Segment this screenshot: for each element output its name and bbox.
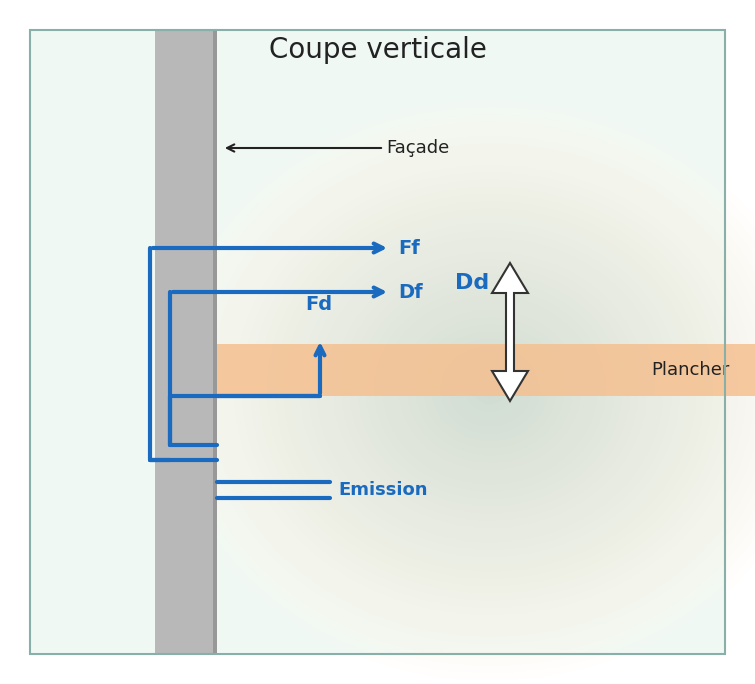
Ellipse shape bbox=[358, 274, 622, 506]
Text: Df: Df bbox=[398, 282, 423, 302]
Ellipse shape bbox=[267, 194, 713, 586]
Ellipse shape bbox=[292, 216, 688, 564]
Text: Fd: Fd bbox=[305, 295, 332, 314]
Ellipse shape bbox=[251, 180, 729, 601]
Ellipse shape bbox=[168, 107, 755, 673]
Ellipse shape bbox=[482, 383, 498, 397]
Ellipse shape bbox=[226, 158, 754, 622]
Ellipse shape bbox=[408, 317, 572, 462]
Ellipse shape bbox=[416, 325, 564, 456]
Ellipse shape bbox=[350, 267, 630, 513]
Text: Dd: Dd bbox=[455, 273, 489, 293]
Ellipse shape bbox=[185, 122, 755, 658]
Ellipse shape bbox=[383, 295, 597, 484]
Ellipse shape bbox=[259, 187, 721, 593]
Ellipse shape bbox=[374, 289, 606, 492]
Ellipse shape bbox=[284, 209, 696, 571]
Ellipse shape bbox=[457, 361, 523, 419]
Ellipse shape bbox=[473, 376, 507, 404]
Ellipse shape bbox=[333, 252, 647, 528]
Ellipse shape bbox=[217, 150, 755, 629]
Bar bbox=[213, 30, 217, 654]
Ellipse shape bbox=[202, 136, 755, 644]
Text: Ff: Ff bbox=[398, 239, 420, 257]
Ellipse shape bbox=[433, 339, 547, 440]
Ellipse shape bbox=[465, 368, 515, 412]
Ellipse shape bbox=[300, 223, 680, 557]
Ellipse shape bbox=[309, 231, 671, 549]
Ellipse shape bbox=[366, 281, 614, 499]
Text: Emission: Emission bbox=[338, 481, 427, 499]
Ellipse shape bbox=[399, 311, 581, 470]
Text: Plancher: Plancher bbox=[652, 361, 730, 379]
Bar bbox=[217, 344, 755, 396]
Text: Coupe verticale: Coupe verticale bbox=[269, 36, 486, 64]
Text: Façade: Façade bbox=[227, 139, 450, 157]
Ellipse shape bbox=[391, 303, 589, 477]
Polygon shape bbox=[492, 263, 528, 401]
Ellipse shape bbox=[242, 172, 738, 607]
Ellipse shape bbox=[160, 100, 755, 680]
Ellipse shape bbox=[341, 259, 639, 521]
Ellipse shape bbox=[325, 245, 655, 535]
Bar bbox=[155, 30, 217, 654]
Ellipse shape bbox=[317, 238, 663, 542]
Ellipse shape bbox=[209, 144, 755, 637]
Ellipse shape bbox=[440, 347, 540, 434]
Ellipse shape bbox=[276, 202, 704, 579]
Ellipse shape bbox=[448, 354, 532, 426]
Ellipse shape bbox=[177, 114, 755, 666]
Ellipse shape bbox=[424, 332, 556, 448]
Ellipse shape bbox=[234, 166, 746, 615]
Ellipse shape bbox=[193, 129, 755, 651]
